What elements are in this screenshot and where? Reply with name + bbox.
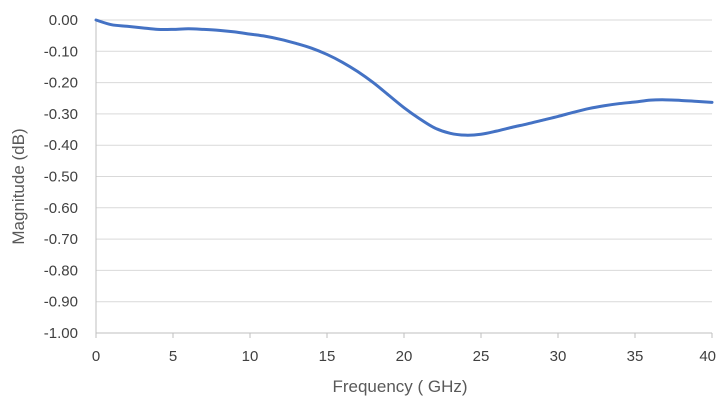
x-tick-label: 10 bbox=[242, 348, 259, 365]
y-tick-label: -1.00 bbox=[44, 325, 78, 342]
y-tick-label: -0.80 bbox=[44, 262, 78, 279]
y-tick-label: -0.20 bbox=[44, 75, 78, 92]
x-axis-title: Frequency ( GHz) bbox=[332, 377, 467, 396]
y-tick-label: 0.00 bbox=[49, 12, 78, 29]
tick-labels: 0.00 -0.10 -0.20 -0.30 -0.40 -0.50 -0.60 -0.70 -… bbox=[44, 12, 716, 365]
x-tick-label: 20 bbox=[396, 348, 413, 365]
y-tick-label: -0.90 bbox=[44, 294, 78, 311]
y-tick-label: -0.40 bbox=[44, 137, 78, 154]
x-tick-label: 40 bbox=[699, 348, 716, 365]
x-tick-label: 5 bbox=[169, 348, 177, 365]
x-tick-label: 0 bbox=[92, 348, 100, 365]
y-tick-label: -0.60 bbox=[44, 200, 78, 217]
grid-lines bbox=[96, 19, 712, 303]
y-axis-title: Magnitude (dB) bbox=[9, 128, 28, 244]
series-lines bbox=[94, 18, 714, 137]
series-line bbox=[94, 18, 714, 137]
x-tick-label: 15 bbox=[319, 348, 336, 365]
x-tick-label: 30 bbox=[550, 348, 567, 365]
y-tick-label: -0.70 bbox=[44, 231, 78, 248]
y-tick-label: -0.30 bbox=[44, 106, 78, 123]
y-tick-label: -0.10 bbox=[44, 43, 78, 60]
x-tick-label: 35 bbox=[627, 348, 644, 365]
x-tick-label: 25 bbox=[473, 348, 490, 365]
y-tick-label: -0.50 bbox=[44, 169, 78, 186]
axes bbox=[95, 20, 713, 338]
